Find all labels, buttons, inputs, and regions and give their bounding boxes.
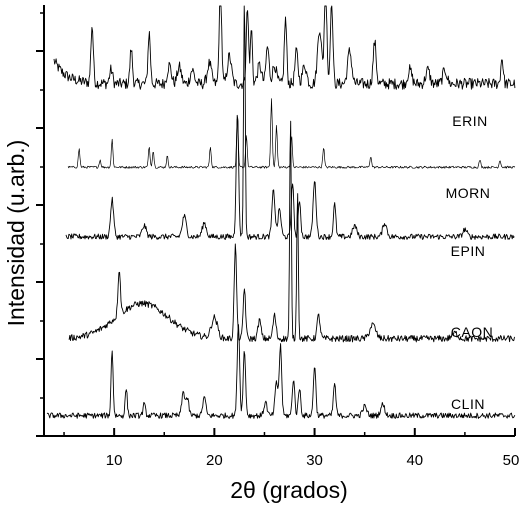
series-label-erin: ERIN xyxy=(452,113,487,129)
x-axis-title: 2θ (grados) xyxy=(230,477,348,503)
axes xyxy=(43,5,515,437)
x-ticks: 10 20 30 40 50 xyxy=(63,428,520,469)
series-erin-trace xyxy=(53,5,516,90)
series-traces xyxy=(46,5,516,419)
series-label-morn: MORN xyxy=(446,185,491,201)
series-clin-trace xyxy=(46,324,516,419)
y-ticks xyxy=(36,12,44,437)
y-axis-title: Intensidad (u.arb.) xyxy=(3,140,29,327)
x-tick-label: 20 xyxy=(206,452,223,469)
series-caon-trace xyxy=(68,120,515,343)
series-epin-trace xyxy=(65,5,515,240)
series-label-epin: EPIN xyxy=(451,243,486,259)
series-label-caon: CAON xyxy=(451,324,493,340)
x-tick-label: 30 xyxy=(306,452,323,469)
x-tick-label: 50 xyxy=(503,452,520,469)
x-tick-label: 10 xyxy=(106,452,123,469)
series-label-clin: CLIN xyxy=(451,396,485,412)
series-labels: ERIN MORN EPIN CAON CLIN xyxy=(446,113,493,412)
x-tick-label: 40 xyxy=(406,452,423,469)
series-morn-trace xyxy=(67,98,516,169)
